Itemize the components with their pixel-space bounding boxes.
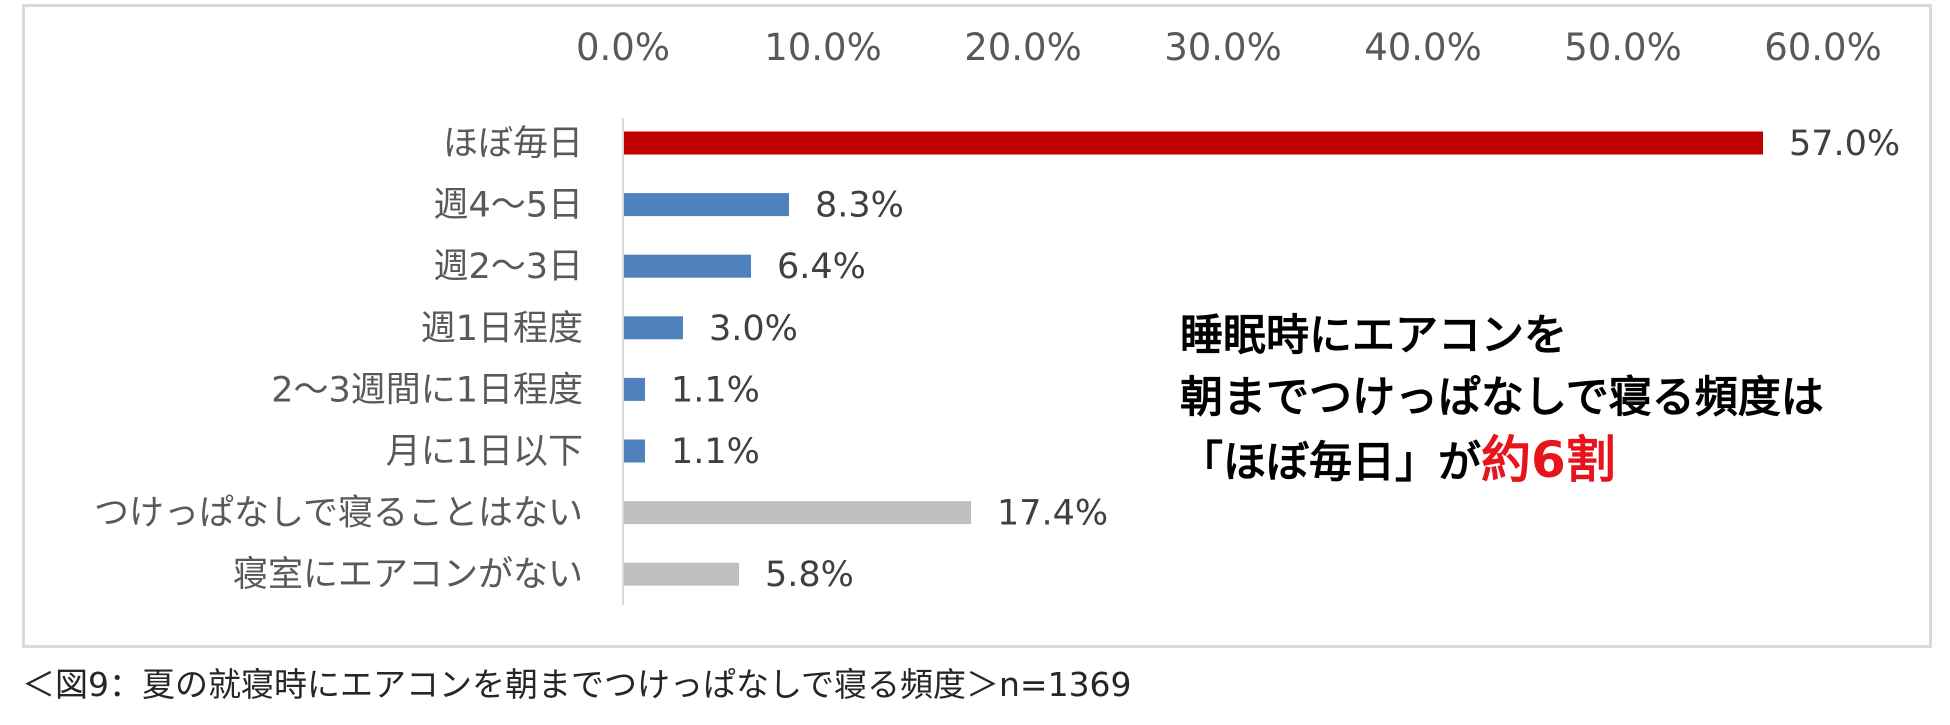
callout-highlight: 約6割 <box>1481 431 1616 489</box>
x-tick-label: 50.0% <box>1564 26 1682 69</box>
category-label: 週2～3日 <box>433 247 583 287</box>
category-label: 2～3週間に1日程度 <box>271 370 583 410</box>
x-tick-label: 10.0% <box>764 26 882 69</box>
x-axis-ticks: 0.0% 10.0% 20.0% 30.0% 40.0% 50.0% 60.0% <box>576 26 1882 69</box>
x-tick-label: 20.0% <box>964 26 1082 69</box>
value-label: 6.4% <box>777 247 866 287</box>
category-label: 月に1日以下 <box>386 432 583 472</box>
category-label: 寝室にエアコンがない <box>233 555 583 595</box>
bar-chart: 0.0% 10.0% 20.0% 30.0% 40.0% 50.0% 60.0% ほぼ毎日 5… <box>94 26 1900 605</box>
x-tick-label: 40.0% <box>1364 26 1482 69</box>
category-label: 週1日程度 <box>421 309 583 349</box>
callout-line-2: 朝までつけっぱなしで寝る頻度は <box>1180 373 1824 423</box>
x-tick-label: 60.0% <box>1764 26 1882 69</box>
bar <box>624 501 971 525</box>
value-label: 8.3% <box>815 186 904 226</box>
bar <box>624 562 739 586</box>
bar <box>624 439 645 463</box>
bar <box>624 131 1763 155</box>
callout-line-1: 睡眠時にエアコンを <box>1180 311 1567 361</box>
bar <box>624 254 751 278</box>
callout-annotation: 睡眠時にエアコンを 朝までつけっぱなしで寝る頻度は 「ほぼ毎日」が約6割 <box>1180 305 1940 494</box>
bar <box>624 377 645 401</box>
figure-caption: ＜図9：夏の就寝時にエアコンを朝までつけっぱなしで寝る頻度＞n=1369 <box>22 665 1132 704</box>
value-label: 17.4% <box>997 494 1108 534</box>
category-label: つけっぱなしで寝ることはない <box>94 494 583 534</box>
chart-frame <box>22 4 1932 648</box>
value-label: 5.8% <box>765 555 854 595</box>
bars: ほぼ毎日 57.0% 週4～5日 8.3% 週2～3日 6.4% 週1日程度 3.0% 2～3週… <box>94 124 1900 595</box>
value-label: 1.1% <box>671 370 760 410</box>
x-tick-label: 30.0% <box>1164 26 1282 69</box>
bar <box>624 193 789 217</box>
category-label: ほぼ毎日 <box>443 124 583 164</box>
callout-line-3: 「ほぼ毎日」が約6割 <box>1180 429 1940 494</box>
value-label: 3.0% <box>709 309 798 349</box>
value-label: 57.0% <box>1789 124 1900 164</box>
callout-line-3-prefix: 「ほぼ毎日」が <box>1180 438 1481 488</box>
bar <box>624 316 683 340</box>
category-label: 週4～5日 <box>433 186 583 226</box>
x-tick-label: 0.0% <box>576 26 670 69</box>
value-label: 1.1% <box>671 432 760 472</box>
